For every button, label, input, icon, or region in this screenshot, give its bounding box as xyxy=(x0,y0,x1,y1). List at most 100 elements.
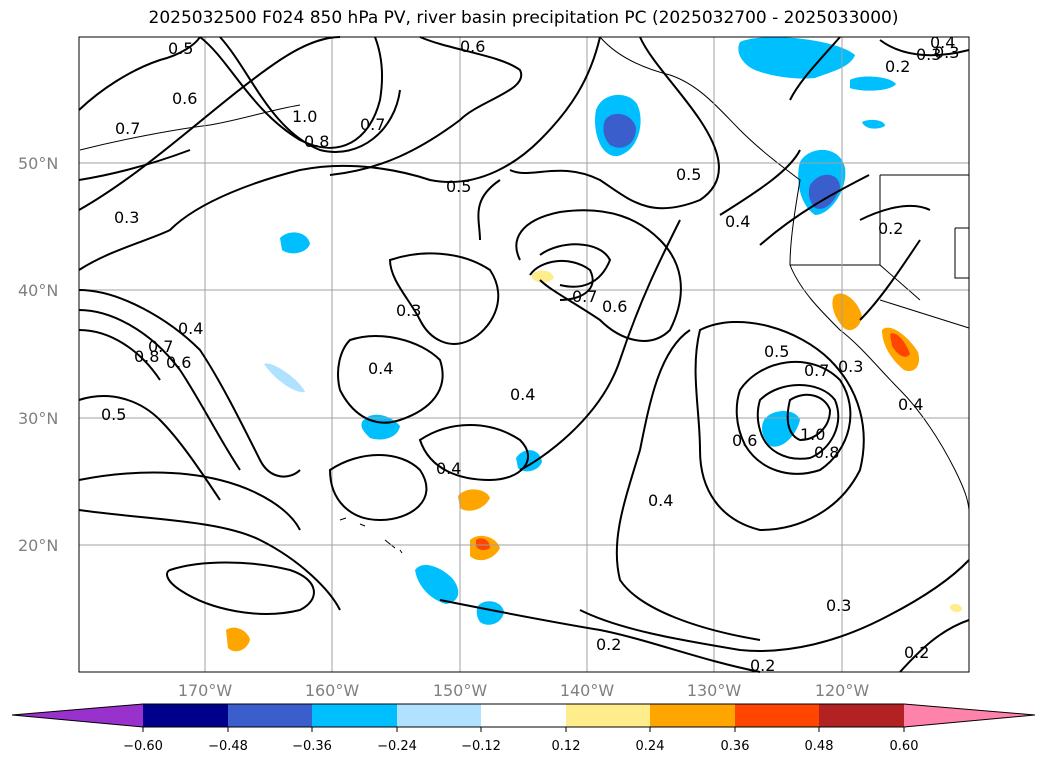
precip-blob-neg xyxy=(476,601,504,625)
pv-contour xyxy=(735,360,852,475)
lon-label: 120°W xyxy=(815,681,870,700)
colorbar-tick-label: −0.12 xyxy=(461,739,501,754)
colorbar-tick-label: −0.60 xyxy=(123,739,163,754)
contour-label: 0.2 xyxy=(878,219,903,238)
contour-label: 0.3 xyxy=(114,208,139,227)
colorbar-tick-label: −0.48 xyxy=(208,739,248,754)
lon-label: 150°W xyxy=(433,681,488,700)
contour-label: 0.6 xyxy=(460,37,485,56)
pv-contour xyxy=(759,174,870,246)
precip-blob-pos xyxy=(832,293,862,331)
contour-label: 0.4 xyxy=(930,33,955,52)
pv-contour xyxy=(519,219,681,471)
contour-label: 0.4 xyxy=(725,212,750,231)
pv-contour xyxy=(529,259,594,301)
colorbar-tick-label: 0.36 xyxy=(721,739,750,754)
pv-contour xyxy=(719,149,801,216)
pv-contour xyxy=(337,335,444,424)
colorbar-bin xyxy=(650,704,735,727)
contour-label: 0.6 xyxy=(166,353,191,372)
pv-contour xyxy=(579,559,970,652)
contour-label: 1.0 xyxy=(800,425,825,444)
pv-contour xyxy=(388,252,500,345)
colorbar-bin xyxy=(228,704,312,727)
contour-label: 0.2 xyxy=(750,656,775,675)
map-frame xyxy=(78,36,970,673)
precip-blob-neg xyxy=(862,119,885,129)
colorbar-bin xyxy=(481,704,566,727)
precip-blob-neg xyxy=(603,113,636,148)
pv-contour xyxy=(166,561,315,615)
lon-label: 170°W xyxy=(178,681,233,700)
pv-contour xyxy=(756,384,840,460)
map-plot-area xyxy=(79,37,969,672)
colorbar-tick-label: −0.24 xyxy=(377,739,417,754)
pv-contour xyxy=(694,321,865,532)
contour-label: 0.4 xyxy=(368,359,393,378)
precip-blob-neg xyxy=(808,174,840,209)
precip-blob-pos xyxy=(890,333,910,357)
precip-shading xyxy=(226,37,962,652)
pv-contour xyxy=(789,36,841,101)
colorbar-extend-left xyxy=(12,704,143,727)
contour-label: 0.3 xyxy=(826,596,851,615)
pv-contour xyxy=(859,239,921,321)
contour-label: 0.3 xyxy=(396,301,421,320)
map-title: 2025032500 F024 850 hPa PV, river basin … xyxy=(148,8,899,28)
contour-label: 0.8 xyxy=(304,132,329,151)
contour-label: 0.3 xyxy=(934,43,959,62)
contour-label: 0.7 xyxy=(115,119,140,138)
pv-contour xyxy=(78,395,221,501)
pv-contour xyxy=(879,39,970,57)
colorbar-bin xyxy=(566,704,650,727)
colorbar-bin xyxy=(735,704,819,727)
precip-blob-neg xyxy=(850,76,896,91)
pv-contour xyxy=(477,179,501,241)
pv-contour xyxy=(328,454,428,522)
contour-label: 0.5 xyxy=(446,177,471,196)
precip-blob-neg xyxy=(738,37,855,79)
contour-label: 0.2 xyxy=(904,643,929,662)
pv-contour xyxy=(899,619,970,673)
contour-label: 0.5 xyxy=(168,39,193,58)
contour-labels: 0.5 0.6 0.7 1.0 0.8 0.7 0.6 0.2 0.4 0.3 … xyxy=(101,33,959,675)
colorbar-bin xyxy=(819,704,904,727)
coastlines xyxy=(79,36,970,554)
colorbar-tick-label: 0.60 xyxy=(890,739,919,754)
lon-label: 160°W xyxy=(305,681,360,700)
contour-label: 0.7 xyxy=(804,361,829,380)
pv-contour xyxy=(786,393,832,442)
lat-label: 40°N xyxy=(18,281,58,300)
lat-label: 30°N xyxy=(18,409,58,428)
latitude-labels: 50°N 40°N 30°N 20°N xyxy=(18,154,58,555)
precip-blob-pos xyxy=(226,627,250,652)
precip-blob-neg xyxy=(762,411,800,447)
precip-blob-pos xyxy=(532,270,554,283)
pv-contour xyxy=(515,209,682,342)
precip-blob-neg xyxy=(516,450,542,472)
pv-contour xyxy=(78,149,191,181)
political-borders xyxy=(790,174,970,329)
contour-label: 0.5 xyxy=(676,165,701,184)
contour-label: 0.6 xyxy=(602,297,627,316)
colorbar-tick-label: 0.48 xyxy=(805,739,834,754)
pv-contour xyxy=(509,36,720,210)
colorbar-tick-label: 0.12 xyxy=(552,739,581,754)
precip-blob-neg xyxy=(264,363,305,393)
lat-label: 50°N xyxy=(18,154,58,173)
contour-label: 0.7 xyxy=(148,337,173,356)
contour-label: 0.5 xyxy=(764,342,789,361)
graticule xyxy=(79,37,969,672)
lon-label: 130°W xyxy=(687,681,742,700)
pv-contour xyxy=(329,36,523,176)
pv-contour xyxy=(78,329,161,381)
pv-contour xyxy=(615,329,761,641)
pv-contour xyxy=(78,471,301,531)
coastline-hawaii xyxy=(339,517,403,554)
contour-label: 0.8 xyxy=(134,347,159,366)
pv-contour xyxy=(78,289,301,478)
colorbar-tick-label: 0.24 xyxy=(636,739,665,754)
lat-label: 20°N xyxy=(18,536,58,555)
contour-label: 0.7 xyxy=(572,287,597,306)
